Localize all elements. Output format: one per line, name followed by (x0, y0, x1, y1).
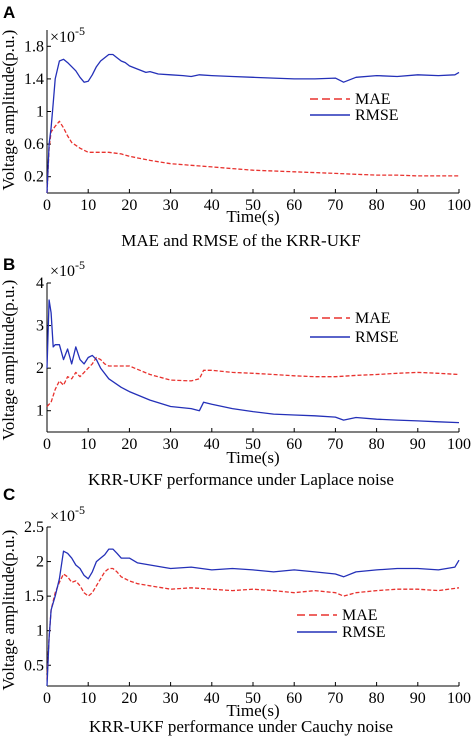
x-tick-label: 10 (80, 436, 96, 453)
y-tick-label: 3 (36, 318, 44, 335)
y-tick-label: 1 (36, 403, 44, 420)
y-tick-label: 1 (36, 623, 44, 640)
x-tick-label: 80 (369, 436, 385, 453)
legend-label-mae: MAE (355, 91, 391, 108)
panel-caption: KRR-UKF performance under Cauchy noise (89, 717, 393, 736)
x-axis-label: Time(s) (226, 448, 279, 467)
panel-letter: C (3, 485, 15, 504)
y-tick-label: 1.8 (24, 38, 44, 55)
x-tick-label: 50 (245, 690, 261, 707)
y-tick-label: 0.2 (24, 169, 44, 186)
x-tick-label: 40 (204, 690, 220, 707)
x-tick-label: 30 (163, 436, 179, 453)
x-axis-label: Time(s) (226, 207, 279, 226)
x-tick-label: 100 (447, 690, 471, 707)
y-tick-label: 4 (36, 275, 44, 292)
chart-panel-a: A ×10-5 0 10 20 30 40 50 60 70 80 90 100 0.2 0.6 1 1.4 1.… (0, 3, 471, 250)
series-line-mae (46, 567, 460, 680)
panel-letter: B (3, 255, 15, 274)
x-tick-label: 40 (204, 436, 220, 453)
x-tick-label: 70 (327, 436, 343, 453)
x-tick-label: 70 (327, 197, 343, 214)
x-tick-label: 30 (163, 197, 179, 214)
legend-label-rmse: RMSE (355, 329, 399, 346)
x-tick-label: 50 (245, 197, 261, 214)
chart-panel-b: B ×10-5 0 10 20 30 40 50 60 70 80 90 100 1 2 3 4 Time(s) V… (0, 255, 471, 489)
x-tick-label: 0 (43, 690, 51, 707)
x-tick-label: 60 (286, 197, 302, 214)
series-line-mae (46, 120, 459, 194)
x-tick-label: 10 (80, 690, 96, 707)
series-line-mae (46, 356, 460, 407)
x-tick-label: 30 (163, 690, 179, 707)
x-tick-label: 90 (410, 436, 426, 453)
y-tick-label: 1.5 (24, 588, 44, 605)
y-tick-label: 0.6 (24, 136, 44, 153)
legend: MAE RMSE (310, 310, 399, 346)
y-tick-label: 1.4 (24, 71, 44, 88)
y-tick-label: 0.5 (24, 657, 44, 674)
x-tick-label: 80 (369, 690, 385, 707)
x-tick-label: 80 (369, 197, 385, 214)
panel-caption: KRR-UKF performance under Laplace noise (88, 470, 394, 489)
x-tick-label: 70 (327, 690, 343, 707)
x-tick-label: 0 (43, 436, 51, 453)
y-axis-label: Voltage amplitude(p.u.) (0, 280, 18, 441)
x-tick-label: 20 (121, 436, 137, 453)
x-tick-label: 50 (245, 436, 261, 453)
x-tick-label: 90 (410, 690, 426, 707)
x-tick-label: 90 (410, 197, 426, 214)
x-tick-label: 0 (43, 197, 51, 214)
y-exponent-label: ×10-5 (50, 24, 85, 46)
y-axis-label: Voltage amplitude(p.u.) (0, 530, 18, 691)
x-tick-label: 10 (80, 197, 96, 214)
legend-label-rmse: RMSE (355, 107, 399, 124)
series-line-rmse (46, 53, 460, 194)
panel-caption: MAE and RMSE of the KRR-UKF (121, 231, 360, 250)
y-tick-label: 1 (36, 104, 44, 121)
x-tick-label: 40 (204, 197, 220, 214)
x-tick-label: 60 (286, 690, 302, 707)
chart-panel-c: C ×10-5 0 10 20 30 40 50 60 70 80 90 100 0.5 1 1.5 2 2.5 T… (0, 485, 471, 736)
legend-label-mae: MAE (342, 607, 378, 624)
x-tick-label: 60 (286, 436, 302, 453)
series-line-rmse (46, 299, 460, 424)
legend-label-mae: MAE (355, 310, 391, 327)
y-tick-label: 2.5 (24, 519, 44, 536)
x-tick-label: 100 (447, 436, 471, 453)
y-tick-label: 2 (36, 360, 44, 377)
y-axis-label: Voltage amplitude(p.u.) (0, 30, 18, 191)
x-tick-label: 20 (121, 197, 137, 214)
y-tick-label: 2 (36, 554, 44, 571)
panel-letter: A (3, 3, 15, 22)
y-exponent-label: ×10-5 (50, 258, 85, 280)
series-line-rmse (46, 548, 460, 687)
x-axis-label: Time(s) (226, 701, 279, 720)
y-exponent-label: ×10-5 (50, 503, 85, 525)
legend-label-rmse: RMSE (342, 624, 386, 641)
x-tick-label: 20 (121, 690, 137, 707)
x-tick-label: 100 (447, 197, 471, 214)
